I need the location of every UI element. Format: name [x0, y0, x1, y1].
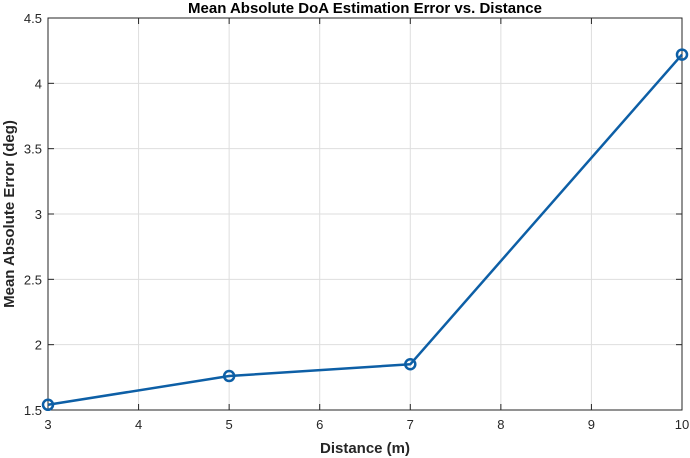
y-tick-label: 1.5	[24, 403, 42, 418]
x-tick-label: 4	[135, 417, 142, 432]
data-point	[222, 369, 236, 383]
y-tick-label: 3.5	[24, 142, 42, 157]
y-tick-label: 2.5	[24, 272, 42, 287]
x-tick-label: 7	[407, 417, 414, 432]
x-tick-label: 8	[497, 417, 504, 432]
chart-title: Mean Absolute DoA Estimation Error vs. D…	[188, 0, 542, 17]
x-tick-label: 9	[588, 417, 595, 432]
y-tick-label: 2	[35, 338, 42, 353]
series-line	[47, 53, 683, 407]
series	[41, 48, 689, 412]
x-tick-label: 6	[316, 417, 323, 432]
y-axis-label: Mean Absolute Error (deg)	[1, 120, 18, 308]
y-tick-label: 4.5	[24, 11, 42, 26]
data-point	[675, 48, 689, 61]
x-tick-label: 5	[226, 417, 233, 432]
x-tick-label: 3	[44, 417, 51, 432]
x-ticks: 3 4 5 6 7 8 9 10	[44, 18, 689, 432]
y-ticks: 1.5 2 2.5 3 3.5 4 4.5	[24, 11, 682, 418]
y-tick-label: 4	[35, 76, 42, 91]
data-point	[404, 358, 417, 371]
y-tick-label: 3	[35, 207, 42, 222]
data-point	[41, 398, 55, 412]
x-tick-label: 10	[675, 417, 689, 432]
x-axis-label: Distance (m)	[320, 440, 410, 457]
